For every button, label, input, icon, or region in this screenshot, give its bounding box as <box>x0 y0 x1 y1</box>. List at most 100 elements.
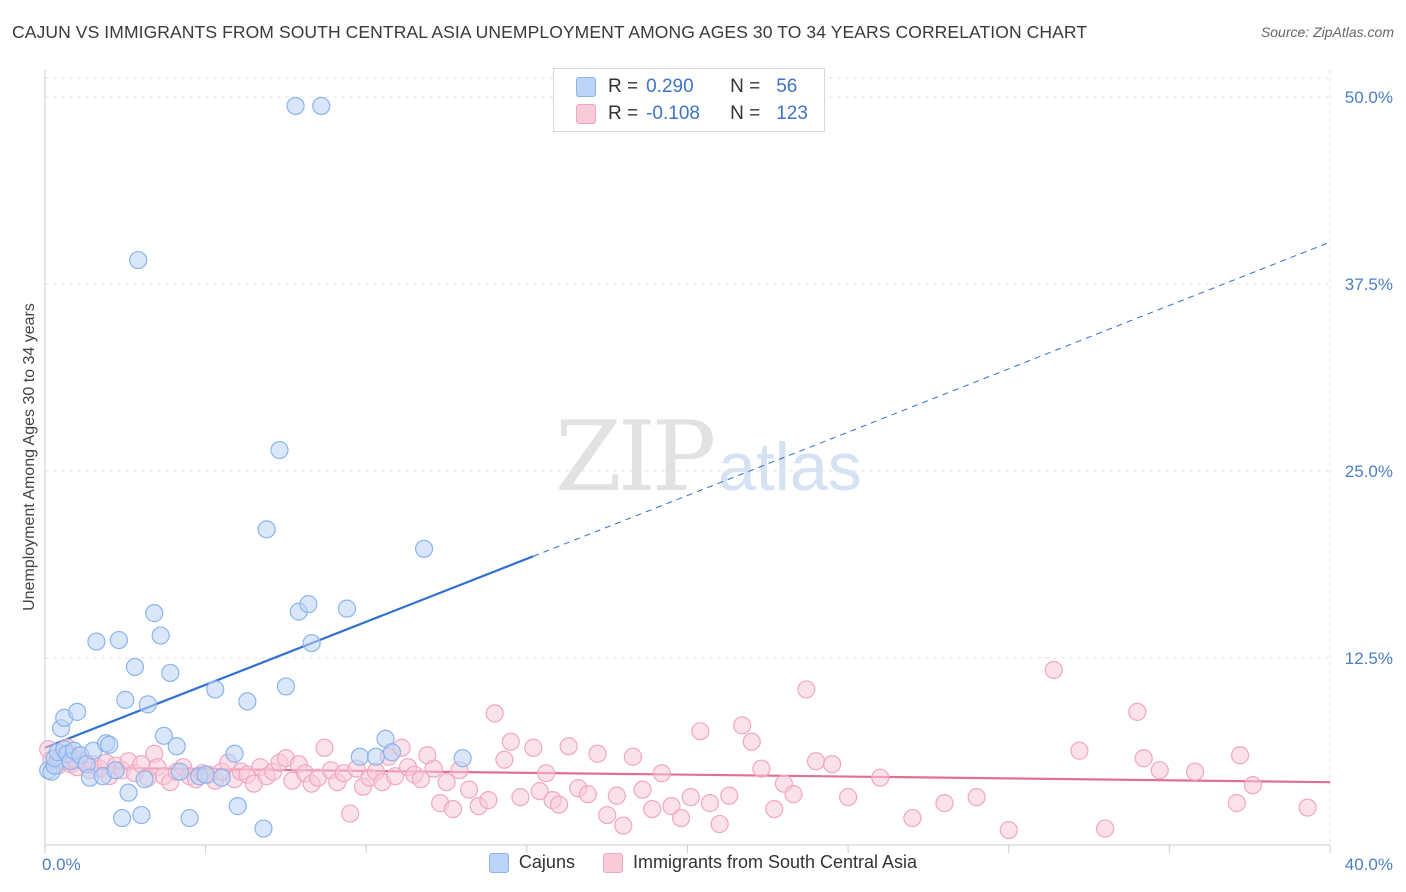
immigrant-point <box>766 801 783 818</box>
cajun-point <box>107 762 124 779</box>
immigrant-point <box>1151 762 1168 779</box>
legend-r-value-immigrants: -0.108 <box>646 103 710 125</box>
cajun-point <box>69 703 86 720</box>
watermark-zip: ZIP <box>555 401 714 513</box>
cajun-point <box>229 798 246 815</box>
series-legend: Cajuns Immigrants from South Central Asi… <box>0 852 1406 873</box>
cajun-point <box>383 744 400 761</box>
cajun-point <box>416 540 433 557</box>
immigrant-point <box>785 786 802 803</box>
cajun-point <box>120 784 137 801</box>
immigrant-point <box>711 816 728 833</box>
cajun-point <box>139 696 156 713</box>
immigrant-point <box>316 739 333 756</box>
immigrant-point <box>1129 703 1146 720</box>
legend-row-cajuns: R = 0.290 N = 56 <box>576 74 797 100</box>
y-tick-label: 25.0% <box>1345 462 1393 481</box>
immigrant-point <box>824 756 841 773</box>
series-legend-immigrants: Immigrants from South Central Asia <box>603 852 917 873</box>
immigrant-point <box>753 760 770 777</box>
y-tick-label: 37.5% <box>1345 275 1393 294</box>
cajun-point <box>197 766 214 783</box>
immigrant-point <box>692 723 709 740</box>
immigrant-point <box>1187 763 1204 780</box>
immigrant-point <box>644 801 661 818</box>
cajun-point <box>152 627 169 644</box>
legend-n-value-cajuns: 56 <box>776 76 797 98</box>
immigrant-point <box>624 748 641 765</box>
immigrant-point <box>936 795 953 812</box>
legend-row-immigrants: R = -0.108 N = 123 <box>576 101 808 127</box>
immigrant-point <box>525 739 542 756</box>
series-name-cajuns: Cajuns <box>519 852 575 873</box>
cajun-point <box>300 596 317 613</box>
immigrant-point <box>634 781 651 798</box>
immigrant-point <box>1000 822 1017 839</box>
legend-r-label: R = <box>608 76 638 98</box>
immigrant-point <box>1244 777 1261 794</box>
immigrant-point <box>1071 742 1088 759</box>
immigrant-point <box>653 765 670 782</box>
immigrant-point <box>486 705 503 722</box>
cajun-point <box>126 658 143 675</box>
cajun-point <box>162 664 179 681</box>
immigrant-point <box>1228 795 1245 812</box>
cajun-point <box>367 748 384 765</box>
immigrant-point <box>701 795 718 812</box>
immigrant-point <box>840 789 857 806</box>
immigrant-point <box>608 787 625 804</box>
immigrant-point <box>480 792 497 809</box>
immigrant-point <box>1135 750 1152 767</box>
series-name-immigrants: Immigrants from South Central Asia <box>633 852 917 873</box>
immigrant-point <box>734 717 751 734</box>
legend-swatch-immigrants <box>576 104 596 124</box>
cajun-point <box>313 97 330 114</box>
cajun-point <box>287 97 304 114</box>
immigrant-point <box>512 789 529 806</box>
immigrant-point <box>589 745 606 762</box>
cajun-point <box>110 632 127 649</box>
immigrant-point <box>438 774 455 791</box>
immigrant-point <box>425 760 442 777</box>
cajun-point <box>101 736 118 753</box>
cajun-point <box>88 633 105 650</box>
legend-n-label: N = <box>730 76 760 98</box>
legend-n-label: N = <box>730 103 760 125</box>
correlation-legend: R = 0.290 N = 56 R = -0.108 N = 123 <box>553 68 825 132</box>
cajun-point <box>454 750 471 767</box>
cajun-point <box>133 807 150 824</box>
cajun-point <box>213 769 230 786</box>
cajun-point <box>277 678 294 695</box>
cajun-trend-line <box>45 556 533 747</box>
y-tick-label: 50.0% <box>1345 88 1393 107</box>
immigrant-point <box>1232 747 1249 764</box>
immigrant-point <box>1299 799 1316 816</box>
legend-n-value-immigrants: 123 <box>776 103 808 125</box>
immigrant-point <box>872 769 889 786</box>
immigrant-point <box>538 765 555 782</box>
cajun-point <box>255 820 272 837</box>
legend-swatch-cajuns <box>576 77 596 97</box>
immigrant-point <box>444 801 461 818</box>
scatter-chart: ZIP atlas 12.5%25.0%37.5%50.0%0.0% 40.0% <box>0 0 1406 892</box>
legend-r-value-cajuns: 0.290 <box>646 76 710 98</box>
immigrant-point <box>673 810 690 827</box>
immigrant-point <box>1097 820 1114 837</box>
cajun-point <box>146 605 163 622</box>
watermark-atlas: atlas <box>718 429 862 505</box>
cajun-point <box>303 635 320 652</box>
cajun-point <box>114 810 131 827</box>
series-legend-cajuns: Cajuns <box>489 852 575 873</box>
cajun-point <box>171 763 188 780</box>
y-tick-label: 12.5% <box>1345 649 1393 668</box>
immigrant-point <box>808 753 825 770</box>
immigrant-point <box>743 733 760 750</box>
immigrant-point <box>599 807 616 824</box>
series-swatch-immigrants <box>603 853 623 873</box>
cajun-point <box>181 810 198 827</box>
immigrant-point <box>560 738 577 755</box>
cajun-point <box>271 442 288 459</box>
cajun-point <box>130 252 147 269</box>
immigrant-point <box>721 787 738 804</box>
cajun-point <box>168 738 185 755</box>
